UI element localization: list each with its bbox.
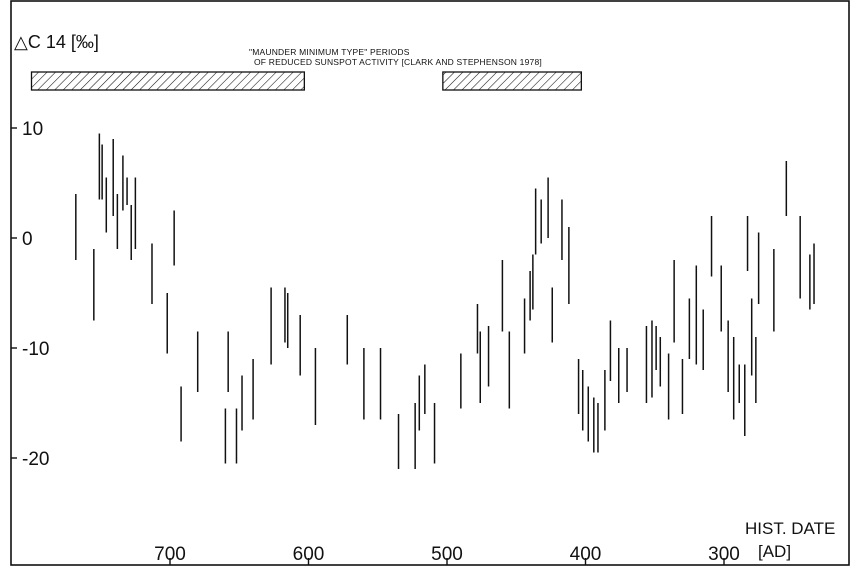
y-tick-label: -20 [22,449,49,470]
y-tick-label: -10 [22,339,49,360]
y-tick-label: 10 [22,119,43,140]
annotation-line-1: "MAUNDER MINIMUM TYPE" PERIODS [249,47,410,57]
x-axis-title-line-2: [AD] [758,542,791,561]
annotation-line-2: OF REDUCED SUNSPOT ACTIVITY [CLARK AND S… [254,57,542,67]
x-tick-label: 500 [431,544,463,565]
shaded-period-1 [30,71,305,91]
x-tick-label: 700 [154,544,186,565]
chart-marks: 10 0 -10 -20 700 600 500 400 300 [11,71,815,565]
plot-frame [10,0,850,566]
x-tick-label: 400 [570,544,602,565]
x-axis-title-line-1: HIST. DATE [745,519,835,538]
shaded-period-2 [442,71,582,91]
x-tick-label: 600 [293,544,325,565]
y-axis-label: △C 14 [‰] [14,32,99,52]
y-tick-label: 0 [22,229,33,250]
x-tick-label: 300 [708,544,740,565]
